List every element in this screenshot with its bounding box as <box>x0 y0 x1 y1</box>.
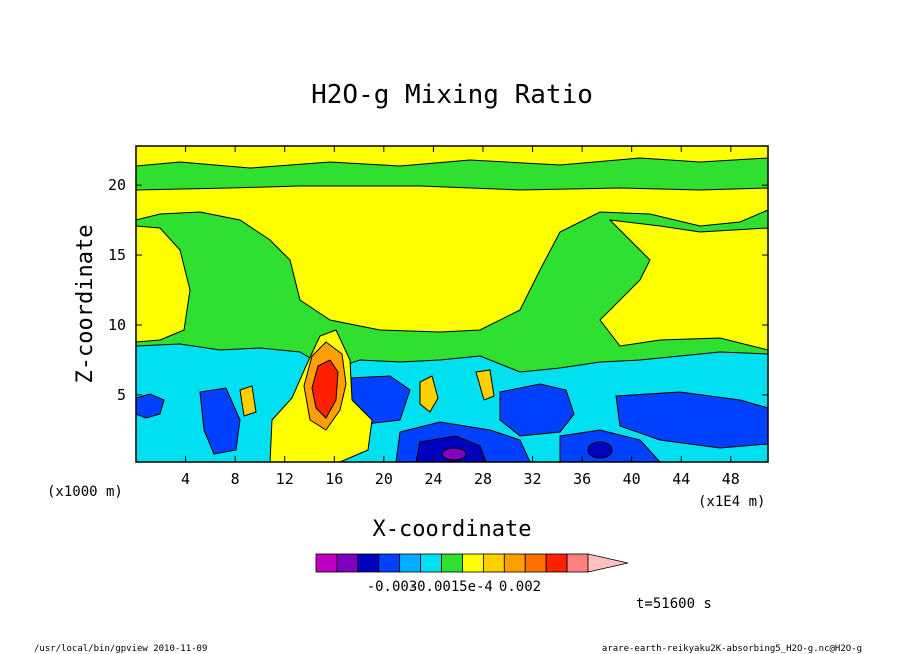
x-tick-label: 16 <box>325 470 343 488</box>
y-axis-label: Z-coordinate <box>73 225 98 384</box>
colorbar-tick-label: -0.001 <box>409 579 460 595</box>
colorbar-tick-label: -0.003 <box>367 579 418 595</box>
contour-left-yellow <box>135 225 191 343</box>
contour-small-orange-3 <box>239 385 257 417</box>
footer-left: /usr/local/bin/gpview 2010-11-09 <box>34 644 207 654</box>
y-tick-label: 15 <box>108 246 126 264</box>
colorbar-segment <box>503 553 526 573</box>
colorbar-segment <box>420 553 442 573</box>
x-tick-label: 28 <box>474 470 492 488</box>
colorbar-tick-labels: -0.003-0.001 5e-4 0.002 <box>367 579 541 595</box>
contour-plume-red <box>311 359 339 419</box>
colorbar-segment <box>545 553 568 573</box>
x-tick-label: 12 <box>276 470 294 488</box>
x-tick-label: 32 <box>524 470 542 488</box>
colorbar-segment <box>462 553 484 573</box>
chart-title: H2O-g Mixing Ratio <box>311 80 593 110</box>
x-unit-left: (x1000 m) <box>47 484 123 500</box>
colorbar-segment <box>482 553 505 573</box>
colorbar-segment <box>378 553 401 573</box>
contour-blue-5 <box>499 383 575 437</box>
contour-small-orange-1 <box>419 375 439 413</box>
x-axis-ticks: 4 8 12 16 20 24 28 32 36 40 44 48 <box>181 146 740 488</box>
colorbar-segment <box>357 553 380 573</box>
colorbar <box>315 553 629 573</box>
y-axis-ticks: 5 10 15 20 <box>108 176 768 404</box>
x-tick-label: 24 <box>424 470 442 488</box>
contour-right-yellow <box>599 219 769 351</box>
colorbar-segment <box>399 553 422 573</box>
x-tick-label: 8 <box>231 470 240 488</box>
colorbar-arrow <box>587 553 629 573</box>
plot-area <box>135 145 769 463</box>
y-tick-label: 20 <box>108 176 126 194</box>
x-tick-label: 4 <box>181 470 190 488</box>
x-tick-label: 44 <box>672 470 690 488</box>
x-tick-label: 48 <box>722 470 740 488</box>
colorbar-segment <box>524 553 547 573</box>
colorbar-segment <box>441 553 463 573</box>
contour-blue-2 <box>199 387 241 455</box>
contour-purple-1 <box>441 447 467 461</box>
x-tick-label: 36 <box>573 470 591 488</box>
colorbar-tick-label: 0.002 <box>499 579 541 595</box>
colorbar-segment <box>315 553 338 573</box>
plot-frame <box>135 145 769 463</box>
y-tick-label: 10 <box>108 316 126 334</box>
footer-right: arare-earth-reikyaku2K-absorbing5_H2O-g.… <box>602 644 862 654</box>
time-label: t=51600 s <box>636 596 712 612</box>
x-tick-label: 40 <box>623 470 641 488</box>
contour-darkblue-2 <box>587 441 613 459</box>
colorbar-tick-label: 5e-4 <box>459 579 493 595</box>
contour-wide-yellow <box>135 185 769 333</box>
x-axis-label: X-coordinate <box>373 517 532 542</box>
colorbar-segment <box>566 553 589 573</box>
y-tick-label: 5 <box>117 386 126 404</box>
contour-small-orange-2 <box>475 369 495 401</box>
colorbar-segment <box>336 553 359 573</box>
x-unit-right: (x1E4 m) <box>698 494 765 510</box>
x-tick-label: 20 <box>375 470 393 488</box>
